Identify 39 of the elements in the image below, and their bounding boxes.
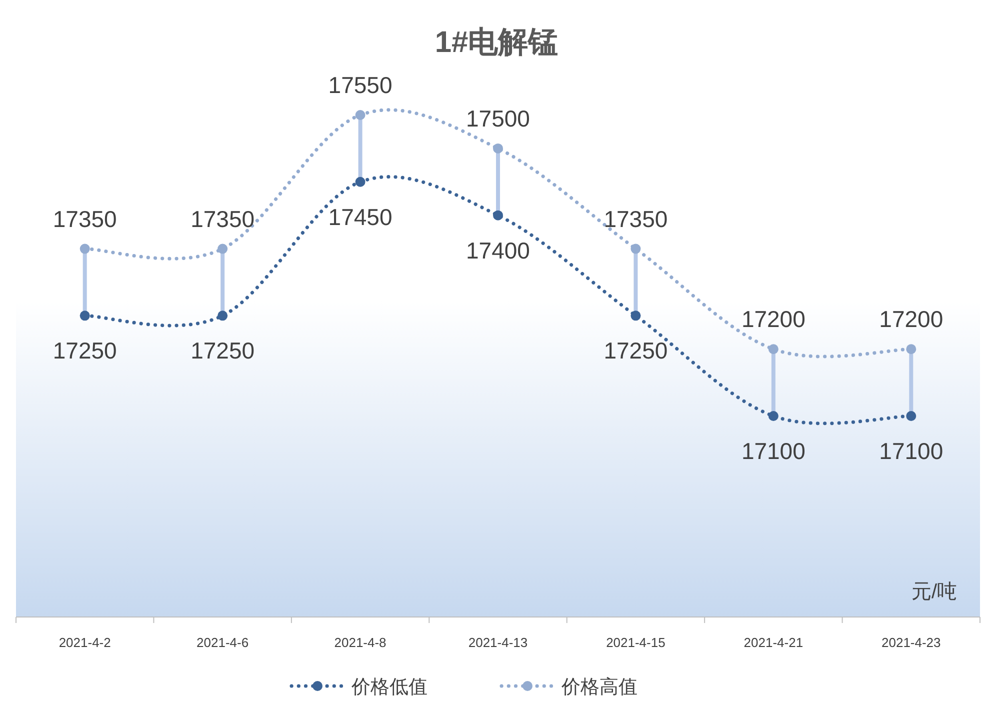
data-label: 17400: [466, 237, 530, 264]
chart-title: 1#电解锰: [434, 26, 558, 59]
data-label: 17500: [466, 105, 530, 132]
point: [355, 176, 366, 187]
data-label: 17350: [52, 206, 117, 232]
data-label: 17250: [604, 338, 668, 364]
x-tick-label: 2021-4-23: [882, 635, 941, 650]
legend-label: 价格低值: [350, 677, 428, 698]
point: [906, 411, 916, 421]
point: [80, 244, 90, 254]
point: [906, 344, 916, 354]
point: [355, 110, 366, 120]
data-label: 17350: [604, 206, 668, 232]
point: [630, 244, 641, 254]
text: 元/吨: [911, 581, 957, 603]
legend-label: 价格高值: [560, 676, 638, 698]
point: [218, 244, 228, 254]
data-label: 17250: [52, 338, 117, 364]
x-tick-label: 2021-4-21: [744, 635, 804, 650]
x-tick-label: 2021-4-8: [334, 635, 386, 650]
data-label: 17550: [328, 72, 392, 98]
point: [630, 310, 641, 321]
x-tick-label: 2021-4-15: [606, 635, 666, 650]
data-label: 17350: [190, 206, 255, 232]
data-label: 17250: [190, 338, 255, 364]
data-label: 17200: [879, 306, 944, 332]
point: [80, 310, 90, 321]
point: [768, 411, 778, 421]
x-tick-label: 2021-4-13: [468, 635, 528, 650]
data-label: 17100: [741, 438, 806, 464]
x-tick-label: 2021-4-2: [58, 635, 111, 650]
data-label: 17200: [741, 306, 806, 332]
data-label: 17100: [879, 438, 944, 464]
data-label: 17450: [328, 204, 392, 230]
point: [493, 210, 503, 220]
point: [768, 344, 778, 354]
point: [493, 143, 503, 154]
x-tick-label: 2021-4-6: [196, 635, 249, 650]
point: [218, 310, 228, 321]
